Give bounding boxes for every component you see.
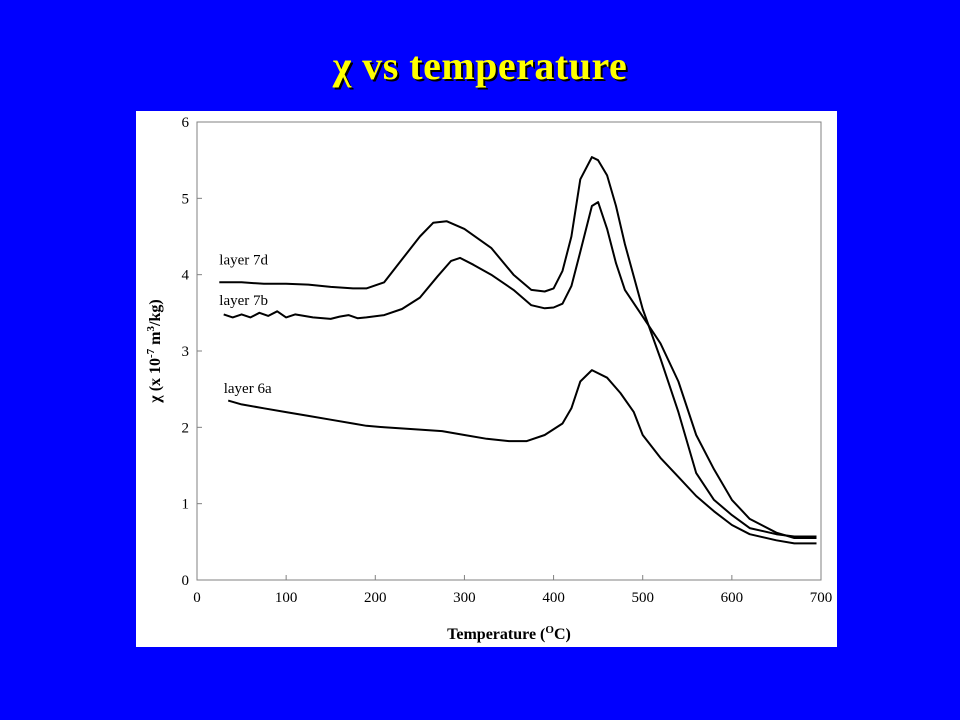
x-tick-label: 0 (193, 590, 201, 606)
x-axis-title: Temperature (OC) (447, 624, 571, 643)
x-tick-label: 700 (810, 590, 833, 606)
series-label-layer-7d: layer 7d (219, 253, 268, 269)
series-line-layer-7b (223, 201, 817, 539)
x-tick-label: 400 (542, 590, 565, 606)
x-tick-label: 300 (453, 590, 476, 606)
y-tick-label: 2 (182, 420, 190, 436)
y-axis-title: χ (x 10-7 m3/kg) (145, 299, 164, 403)
y-axis: 0 1 2 3 4 5 6 (182, 115, 202, 589)
series-line-layer-7d (219, 156, 817, 538)
y-tick-label: 4 (182, 268, 190, 284)
y-tick-label: 6 (182, 115, 190, 131)
slide-title: χ vs temperature (332, 43, 628, 88)
x-tick-label: 100 (275, 590, 298, 606)
series-line-layer-6a (227, 369, 817, 545)
y-tick-label: 3 (182, 344, 190, 360)
y-tick-label: 0 (182, 573, 190, 589)
x-tick-label: 500 (631, 590, 654, 606)
series-label-layer-6a: layer 6a (224, 381, 272, 397)
y-tick-label: 5 (182, 191, 190, 207)
x-tick-label: 200 (364, 590, 387, 606)
series-labels: layer 7d layer 7b layer 6a (219, 253, 272, 397)
y-tick-label: 1 (182, 497, 190, 513)
series-label-layer-7b: layer 7b (219, 293, 268, 309)
x-axis: 0 100 200 300 400 500 600 700 (193, 575, 832, 606)
series-lines (219, 156, 817, 545)
x-tick-label: 600 (721, 590, 744, 606)
